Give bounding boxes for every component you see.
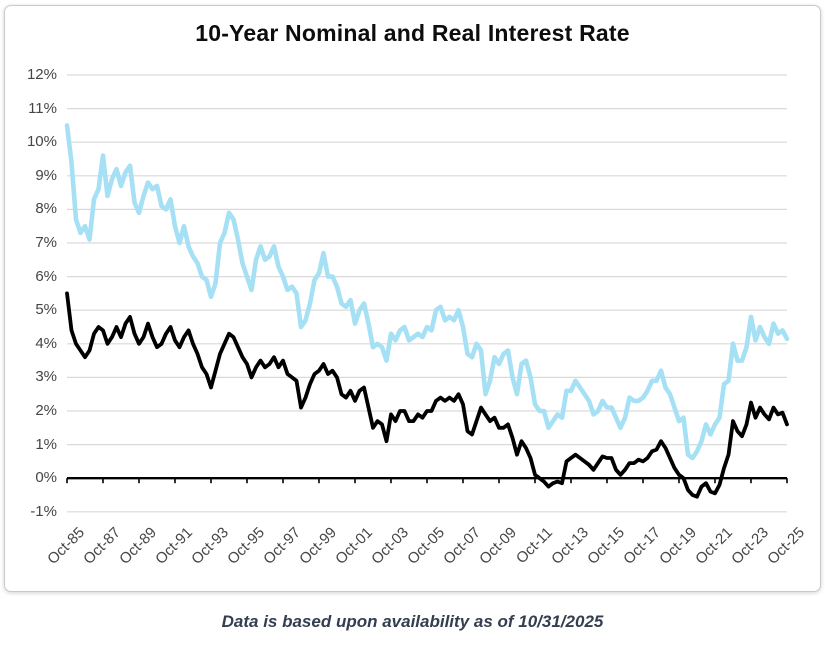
y-axis-label: 3% xyxy=(35,368,57,385)
chart-title: 10-Year Nominal and Real Interest Rate xyxy=(195,20,630,46)
y-axis-label: 1% xyxy=(35,436,57,453)
y-axis-label: 2% xyxy=(35,402,57,419)
nominal-rate-line xyxy=(64,123,790,461)
y-axis-label: 10% xyxy=(26,133,57,150)
y-axis-label: -1% xyxy=(30,503,57,520)
y-axis-label: 9% xyxy=(35,167,57,184)
y-axis-label: 7% xyxy=(35,234,57,251)
y-axis-label: 8% xyxy=(35,200,57,217)
chart-card xyxy=(4,5,821,592)
footnote: Data is based upon availability as of 10… xyxy=(221,612,604,631)
y-axis-label: 5% xyxy=(35,301,57,318)
y-axis-label: 6% xyxy=(35,268,57,285)
real-rate-line xyxy=(65,291,789,499)
y-axis-label: 11% xyxy=(28,100,57,117)
y-axis-label: 0% xyxy=(35,469,57,486)
y-axis-label: 12% xyxy=(26,66,57,83)
y-axis-label: 4% xyxy=(35,335,57,352)
